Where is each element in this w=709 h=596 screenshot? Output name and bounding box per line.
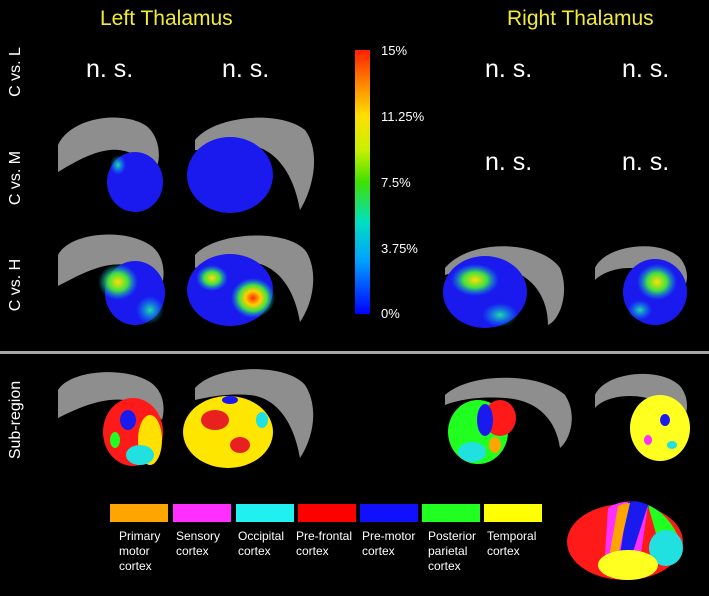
left-thalamus-title: Left Thalamus bbox=[100, 7, 233, 30]
legend-label-primary-motor: Primary motor cortex bbox=[119, 529, 161, 573]
colorbar-tick-3-75: 3.75% bbox=[381, 241, 418, 256]
brain-left-medial-cvh bbox=[187, 235, 314, 326]
legend-swatch-primary-motor bbox=[110, 504, 168, 522]
ns-label-right-lateral-cvm: n. s. bbox=[485, 148, 533, 176]
colorbar-tick-0: 0% bbox=[381, 306, 400, 321]
colorbar-tick-15: 15% bbox=[381, 43, 408, 58]
brain-left-lateral-cvh bbox=[58, 234, 165, 325]
brain-right-medial-subregion bbox=[595, 373, 690, 461]
brain-right-lateral-cvh bbox=[443, 246, 565, 328]
legend-label-posterior-parietal: Posterior parietal cortex bbox=[428, 529, 477, 573]
colorbar bbox=[355, 50, 370, 314]
ns-label-right-medial-cvm: n. s. bbox=[622, 148, 670, 176]
legend-label-pre-motor: Pre-motor cortex bbox=[362, 529, 416, 558]
legend-swatch-pre-motor bbox=[360, 504, 418, 522]
legend-label-temporal: Temporal cortex bbox=[487, 529, 537, 558]
legend-label-occipital: Occipital cortex bbox=[238, 529, 285, 558]
brain-left-medial-subregion bbox=[183, 369, 314, 468]
brain-right-lateral-subregion bbox=[445, 377, 572, 464]
legend-swatch-pre-frontal bbox=[298, 504, 356, 522]
legend-swatch-temporal bbox=[484, 504, 542, 522]
colorbar-gradient bbox=[355, 50, 370, 314]
right-thalamus-title: Right Thalamus bbox=[507, 7, 654, 30]
brain-left-lateral-cvm bbox=[58, 117, 163, 212]
ns-label-left-medial-cvl: n. s. bbox=[222, 55, 270, 83]
ns-label-right-lateral-cvl: n. s. bbox=[485, 55, 533, 83]
ns-label-left-lateral-cvl: n. s. bbox=[86, 55, 134, 83]
legend-label-pre-frontal: Pre-frontal cortex bbox=[296, 529, 353, 558]
legend-swatch-posterior-parietal bbox=[422, 504, 480, 522]
colorbar-tick-7-5: 7.5% bbox=[381, 175, 411, 190]
legend-swatch-sensory bbox=[173, 504, 231, 522]
brain-right-medial-cvh bbox=[595, 246, 687, 325]
brain-left-lateral-subregion bbox=[58, 372, 164, 466]
colorbar-tick-11-25: 11.25% bbox=[381, 109, 425, 124]
brain-left-medial-cvm bbox=[187, 117, 315, 213]
ns-label-right-medial-cvl: n. s. bbox=[622, 55, 670, 83]
legend-label-sensory: Sensory cortex bbox=[176, 529, 221, 558]
section-divider bbox=[0, 351, 709, 354]
legend-swatch-occipital bbox=[236, 504, 294, 522]
cortex-brain-inset bbox=[567, 501, 683, 580]
